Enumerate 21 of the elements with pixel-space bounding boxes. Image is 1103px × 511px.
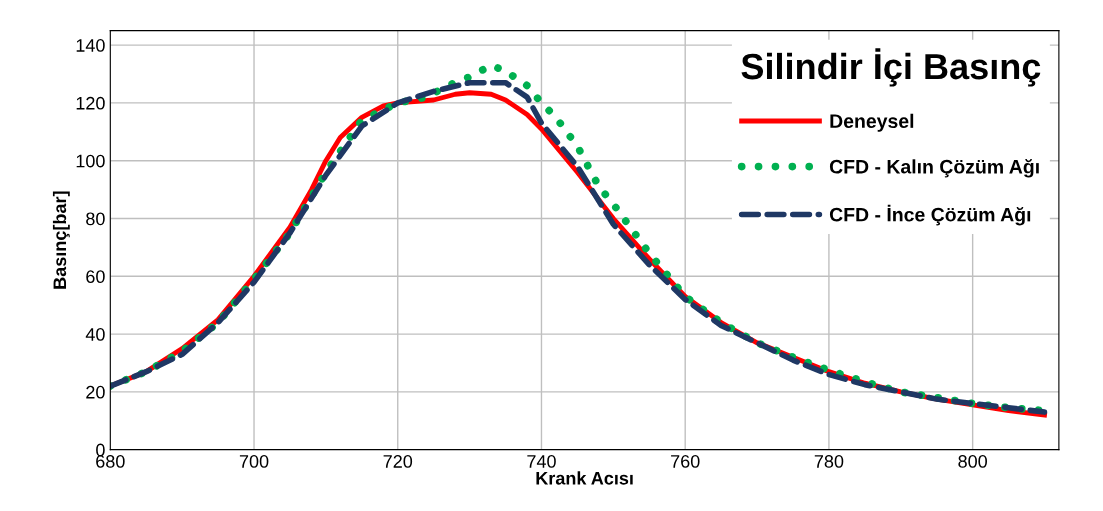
x-tick-label: 720 — [383, 455, 413, 468]
x-tick-label: 780 — [814, 455, 844, 468]
y-tick-label: 140 — [76, 39, 105, 52]
y-axis-title: Basınç[bar] — [52, 191, 70, 289]
x-tick-label: 700 — [239, 455, 269, 468]
y-tick-label: 80 — [86, 212, 105, 226]
y-tick-label: 0 — [96, 443, 105, 457]
y-tick-label: 100 — [76, 154, 105, 168]
x-tick-label: 680 — [96, 455, 125, 468]
legend-label: CFD - Kalın Çözüm Ağı — [829, 159, 1039, 178]
legend-label: Deneysel — [830, 113, 914, 132]
x-axis-title: Krank Acısı — [536, 471, 633, 485]
y-tick-label: 120 — [76, 96, 105, 110]
y-tick-label: 20 — [86, 385, 105, 399]
x-tick-label: 740 — [527, 455, 556, 468]
x-tick-label: 760 — [671, 455, 700, 468]
legend-label: CFD - İnce Çözüm Ağı — [829, 204, 1031, 226]
y-tick-label: 60 — [86, 270, 105, 284]
legend-title: Silindir İçi Basınç — [741, 48, 1041, 87]
x-tick-label: 800 — [958, 455, 987, 468]
y-tick-label: 40 — [85, 328, 105, 341]
